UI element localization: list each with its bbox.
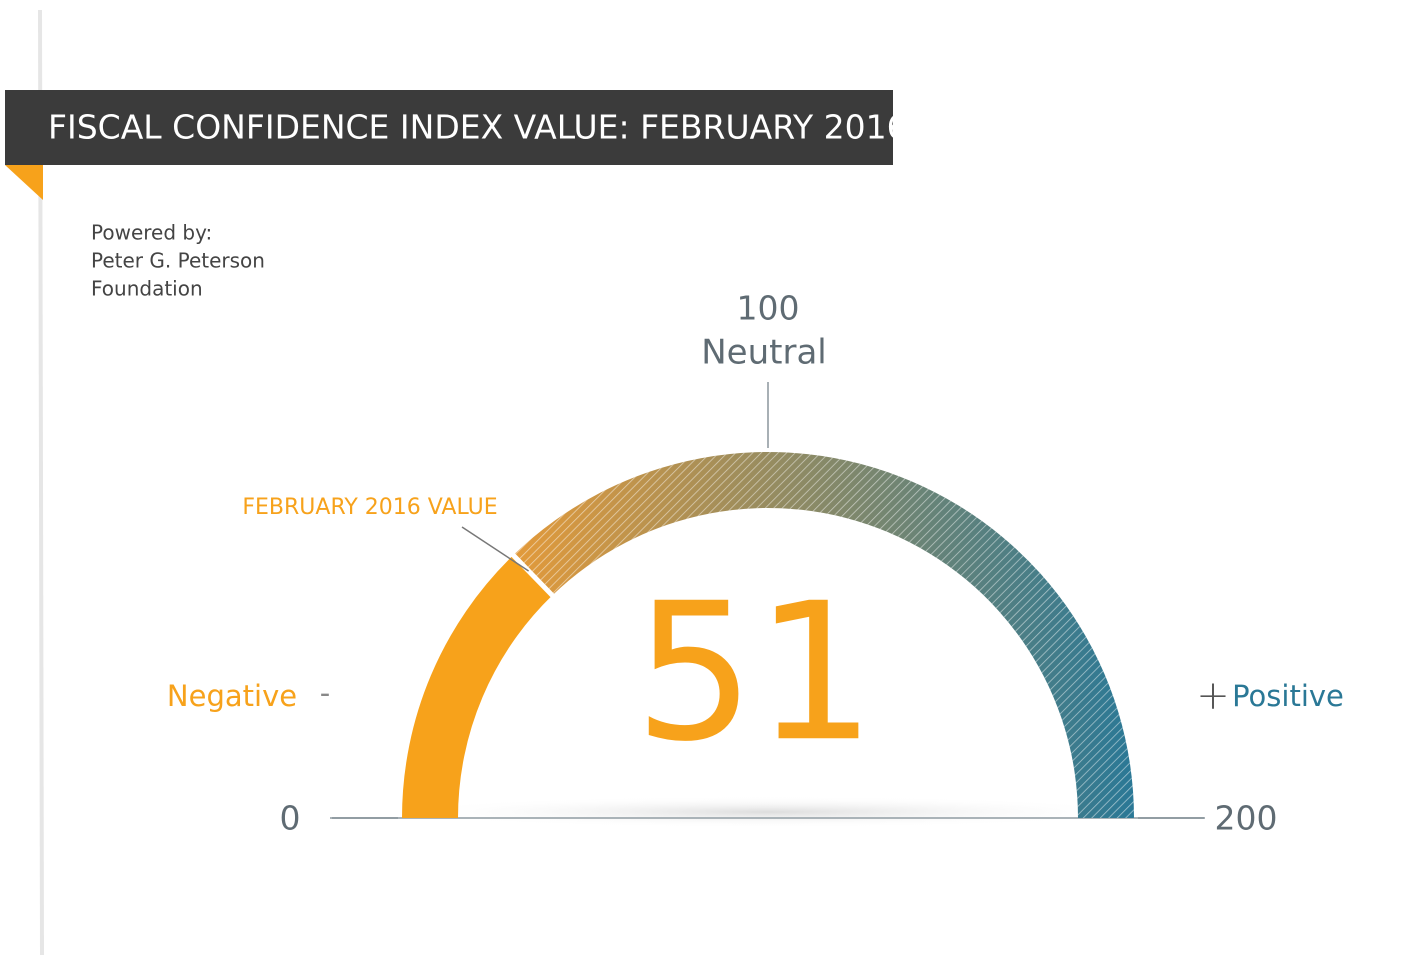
value-divider [510, 551, 556, 599]
remaining-hatch [513, 452, 1134, 818]
annotation-leader [461, 526, 530, 572]
center-label: Neutral [701, 333, 827, 373]
value-annotation: FEBRUARY 2016 VALUE [242, 495, 497, 520]
credit-line: Powered by: [91, 221, 212, 245]
negative-label: Negative [167, 679, 297, 713]
tick-label: 100 [737, 289, 800, 328]
value-arc [402, 555, 553, 818]
tick-label: 0 [280, 799, 301, 838]
credit-line: Foundation [91, 277, 203, 301]
chart-title: FISCAL CONFIDENCE INDEX VALUE: FEBRUARY … [48, 108, 908, 147]
positive-sign: + [1196, 673, 1230, 719]
positive-label: Positive [1232, 679, 1344, 713]
credit-line: Peter G. Peterson [91, 249, 265, 273]
tick-label: 200 [1215, 799, 1278, 838]
title-bar [5, 90, 893, 165]
base-shadow [388, 796, 1148, 828]
negative-sign: - [320, 676, 330, 710]
title-tab [5, 165, 43, 200]
value-label: 51 [634, 562, 876, 783]
